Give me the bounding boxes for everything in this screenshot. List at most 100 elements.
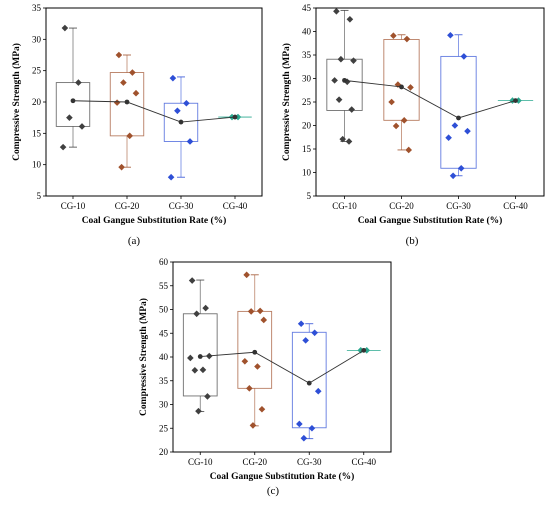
data-point xyxy=(167,173,175,181)
data-point xyxy=(447,31,454,39)
data-point xyxy=(345,138,353,145)
x-tick-label: CG-40 xyxy=(223,201,248,211)
data-point xyxy=(350,57,357,64)
box-cg-30 xyxy=(163,76,199,178)
panel-label: (b) xyxy=(406,235,419,247)
y-tick-label: 10 xyxy=(32,160,42,170)
mean-line xyxy=(200,349,364,384)
mean-point xyxy=(361,347,367,353)
x-tick-label: CG-20 xyxy=(243,457,268,467)
chart-panel-1: 5 10 15 20 25 30 35 CG-10 CG-20 CG-30 CG-40 Coal Ga… xyxy=(11,3,263,247)
data-point xyxy=(346,15,354,23)
x-axis-title: Coal Gangue Substitution Rate (%) xyxy=(358,215,503,226)
data-point xyxy=(202,304,209,312)
y-tick-label: 25 xyxy=(159,423,169,433)
data-point xyxy=(339,135,346,143)
mean-point xyxy=(456,115,461,121)
y-tick-label: 40 xyxy=(159,352,169,362)
data-point xyxy=(297,320,305,328)
y-tick-label: 25 xyxy=(32,66,42,76)
data-point xyxy=(515,97,522,104)
y-tick-label: 5 xyxy=(307,191,312,201)
data-point xyxy=(118,163,125,171)
data-point xyxy=(59,143,67,151)
data-point xyxy=(300,434,308,442)
box-cg-20 xyxy=(109,54,145,168)
y-tick-label: 15 xyxy=(302,144,312,154)
y-tick-label: 45 xyxy=(159,328,169,338)
mean-point xyxy=(197,354,203,359)
box-cg-10 xyxy=(55,27,91,148)
x-axis-title: Coal Gangue Substitution Rate (%) xyxy=(210,471,355,482)
data-point xyxy=(451,122,459,129)
x-tick-label: CG-20 xyxy=(115,201,140,211)
panel-label: (c) xyxy=(267,485,280,497)
mean-line xyxy=(72,100,236,123)
y-tick-label: 45 xyxy=(302,3,312,13)
x-tick-label: CG-40 xyxy=(352,457,377,467)
x-tick-label: CG-30 xyxy=(446,201,471,211)
data-point xyxy=(405,146,412,154)
data-point xyxy=(400,117,408,124)
mean-point xyxy=(70,98,76,104)
data-point xyxy=(296,420,303,428)
data-point xyxy=(75,79,82,86)
y-axis-title: Compressive Strength (MPa) xyxy=(11,43,22,161)
data-point xyxy=(115,51,123,59)
y-tick-label: 20 xyxy=(159,447,169,457)
data-point xyxy=(199,366,207,374)
data-point xyxy=(246,385,253,392)
y-tick-label: 35 xyxy=(302,50,312,60)
data-point xyxy=(193,310,200,318)
data-point xyxy=(392,122,400,130)
plot-frame xyxy=(45,7,263,197)
y-tick-label: 20 xyxy=(32,97,42,107)
plot-frame xyxy=(172,261,392,453)
data-point xyxy=(126,132,133,140)
data-point xyxy=(169,74,177,82)
y-tick-label: 35 xyxy=(32,3,42,13)
data-point xyxy=(254,363,261,370)
y-axis-title: Compressive Strength (MPa) xyxy=(281,43,292,161)
y-tick-label: 5 xyxy=(37,191,42,201)
mean-point xyxy=(399,84,404,90)
x-tick-label: CG-10 xyxy=(61,201,86,211)
data-point xyxy=(260,316,268,324)
mean-point xyxy=(232,114,238,120)
data-point xyxy=(243,271,250,279)
mean-point xyxy=(178,119,184,125)
data-point xyxy=(460,53,468,60)
data-point xyxy=(308,424,316,432)
y-tick-label: 30 xyxy=(32,34,42,44)
data-point xyxy=(249,422,257,429)
box-rect xyxy=(163,102,199,142)
data-point xyxy=(390,32,397,40)
box-cg-20 xyxy=(383,34,420,151)
x-tick-label: CG-30 xyxy=(169,201,194,211)
data-point xyxy=(302,337,309,344)
box-rect xyxy=(55,82,91,127)
data-point xyxy=(78,123,86,130)
data-point xyxy=(120,79,127,86)
box-cg-10 xyxy=(182,279,218,413)
chart-panel-3: 20 25 30 35 40 45 50 55 60 CG-10 CG-20 CG-30 CG-40 Co… xyxy=(138,257,392,497)
mean-point xyxy=(513,98,518,103)
panel-label: (a) xyxy=(128,235,141,247)
data-point xyxy=(186,138,194,145)
data-point xyxy=(129,69,136,76)
mean-line xyxy=(344,79,516,119)
box-rect xyxy=(383,39,420,121)
x-tick-label: CG-40 xyxy=(503,201,528,211)
data-point xyxy=(247,308,255,315)
data-point xyxy=(188,277,196,284)
data-point xyxy=(464,127,471,135)
y-tick-label: 30 xyxy=(159,400,169,410)
data-point xyxy=(331,77,338,84)
box-rect xyxy=(440,55,477,169)
data-point xyxy=(335,96,343,103)
y-tick-label: 35 xyxy=(159,376,169,386)
data-point xyxy=(132,89,140,97)
data-point xyxy=(337,55,345,63)
y-tick-label: 15 xyxy=(32,128,42,138)
data-point xyxy=(457,164,465,172)
